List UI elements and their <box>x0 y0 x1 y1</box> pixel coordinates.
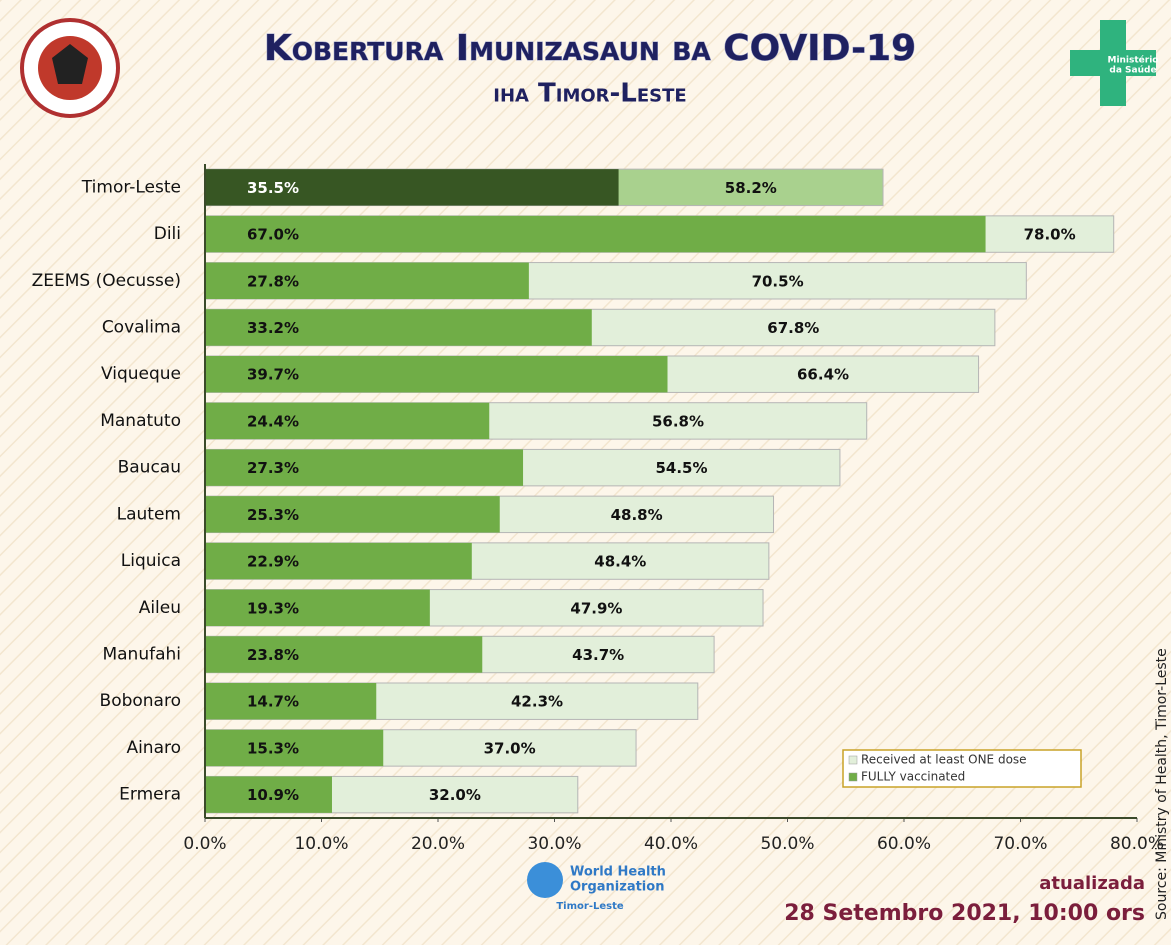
value-label: 70.5% <box>752 272 804 290</box>
bar-fully <box>205 169 619 206</box>
y-tick-label: Aileu <box>139 598 181 618</box>
value-label: 66.4% <box>797 366 849 384</box>
value-label: 56.8% <box>652 412 704 430</box>
value-label: 19.3% <box>247 599 299 617</box>
bar-fully <box>205 496 500 533</box>
value-label: 48.4% <box>594 553 646 571</box>
value-label: 58.2% <box>725 179 777 197</box>
value-label: 27.3% <box>247 459 299 477</box>
value-label: 24.4% <box>247 412 299 430</box>
value-label: 27.8% <box>247 272 299 290</box>
y-tick-label: Covalima <box>102 318 181 338</box>
bar-fully <box>205 215 986 253</box>
y-tick-label: Bobonaro <box>100 691 181 711</box>
chart-title: Kobertura Imunizasaun ba COVID-19 <box>264 28 916 69</box>
legend-label: FULLY vaccinated <box>861 770 965 784</box>
updated-date: 28 Setembro 2021, 10:00 ors <box>784 901 1145 926</box>
value-label: 39.7% <box>247 366 299 384</box>
ministry-text: Ministério <box>1107 55 1158 66</box>
y-tick-label: Manatuto <box>100 411 181 431</box>
legend-swatch <box>848 772 858 782</box>
x-tick-label: 20.0% <box>411 834 465 854</box>
value-label: 15.3% <box>247 739 299 757</box>
value-label: 54.5% <box>655 459 707 477</box>
bar-fully <box>205 262 529 300</box>
y-tick-label: Baucau <box>118 458 181 478</box>
ministry-logo: Ministério da Saúde <box>1070 20 1159 106</box>
bar-fully <box>205 402 490 440</box>
y-tick-label: Manufahi <box>102 645 181 665</box>
bar-fully <box>205 589 430 627</box>
ministry-text: da Saúde <box>1109 66 1156 76</box>
bar-fully <box>205 636 483 673</box>
value-label: 35.5% <box>247 179 299 197</box>
bar-fully <box>205 309 592 346</box>
who-text: Organization <box>570 880 664 895</box>
chart-subtitle: iha Timor-Leste <box>493 79 686 109</box>
value-label: 67.8% <box>767 319 819 337</box>
updated-label: atualizada <box>1039 873 1145 894</box>
x-tick-label: 0.0% <box>183 834 226 854</box>
bar-fully <box>205 449 524 486</box>
value-label: 48.8% <box>611 506 663 524</box>
legend-box <box>842 749 1082 788</box>
x-tick-label: 30.0% <box>527 834 581 854</box>
value-label: 67.0% <box>247 226 299 244</box>
bar-fully <box>205 682 377 720</box>
value-label: 42.3% <box>511 693 563 711</box>
value-label: 37.0% <box>484 739 536 757</box>
value-label: 14.7% <box>247 693 299 711</box>
x-tick-label: 60.0% <box>877 834 931 854</box>
value-label: 22.9% <box>247 553 299 571</box>
bar-fully <box>205 729 384 767</box>
x-tick-label: 40.0% <box>644 834 698 854</box>
y-tick-label: Ermera <box>119 785 181 805</box>
value-label: 43.7% <box>572 646 624 664</box>
value-label: 25.3% <box>247 506 299 524</box>
value-label: 23.8% <box>247 646 299 664</box>
legend-swatch <box>848 755 858 765</box>
bar-fully <box>205 542 472 580</box>
x-tick-label: 80.0% <box>1110 834 1164 854</box>
y-tick-label: ZEEMS (Oecusse) <box>32 271 181 291</box>
y-tick-label: Dili <box>154 224 181 244</box>
y-tick-label: Viqueque <box>101 364 181 384</box>
bar-fully <box>205 776 332 813</box>
value-label: 10.9% <box>247 786 299 804</box>
x-tick-label: 10.0% <box>294 834 348 854</box>
bar-fully <box>205 355 668 393</box>
x-tick-label: 70.0% <box>993 834 1047 854</box>
x-tick-label: 50.0% <box>760 834 814 854</box>
legend-label: Received at least ONE dose <box>861 753 1027 767</box>
emblem-logo <box>20 18 120 118</box>
y-tick-label: Ainaro <box>126 738 181 758</box>
y-tick-label: Liquica <box>121 551 181 571</box>
y-tick-label: Lautem <box>117 504 181 524</box>
value-label: 32.0% <box>429 786 481 804</box>
who-text: World Health <box>570 865 666 880</box>
value-label: 33.2% <box>247 319 299 337</box>
value-label: 78.0% <box>1024 226 1076 244</box>
who-text: Timor-Leste <box>556 901 624 912</box>
who-logo: World Health Organization Timor-Leste <box>527 862 666 912</box>
value-label: 47.9% <box>570 599 622 617</box>
y-tick-label: Timor-Leste <box>81 177 181 197</box>
source: Source: Ministry of Health, Timor-Leste <box>1154 648 1170 920</box>
